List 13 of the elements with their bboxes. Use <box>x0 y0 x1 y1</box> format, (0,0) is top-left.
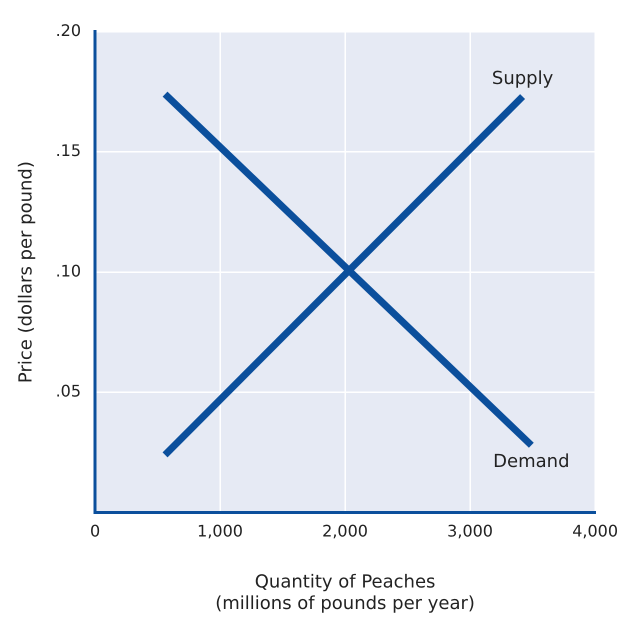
y-tick-label: .05 <box>56 382 82 401</box>
y-tick-label: .15 <box>56 141 82 160</box>
series-label: Demand <box>493 450 570 472</box>
x-tick-label: 3,000 <box>447 521 493 540</box>
x-tick-label: 0 <box>90 521 100 540</box>
y-tick-label: .20 <box>56 20 82 40</box>
x-tick-label: 1,000 <box>197 521 243 540</box>
y-tick-label: .10 <box>56 261 82 280</box>
y-axis-title: Price (dollars per pound) <box>15 161 36 384</box>
x-axis-title: Quantity of Peaches (millions of pounds per year) <box>215 571 475 614</box>
x-tick-label: 2,000 <box>322 521 368 540</box>
x-tick-label: 4,000 <box>572 521 618 540</box>
series-label: Supply <box>492 68 554 90</box>
